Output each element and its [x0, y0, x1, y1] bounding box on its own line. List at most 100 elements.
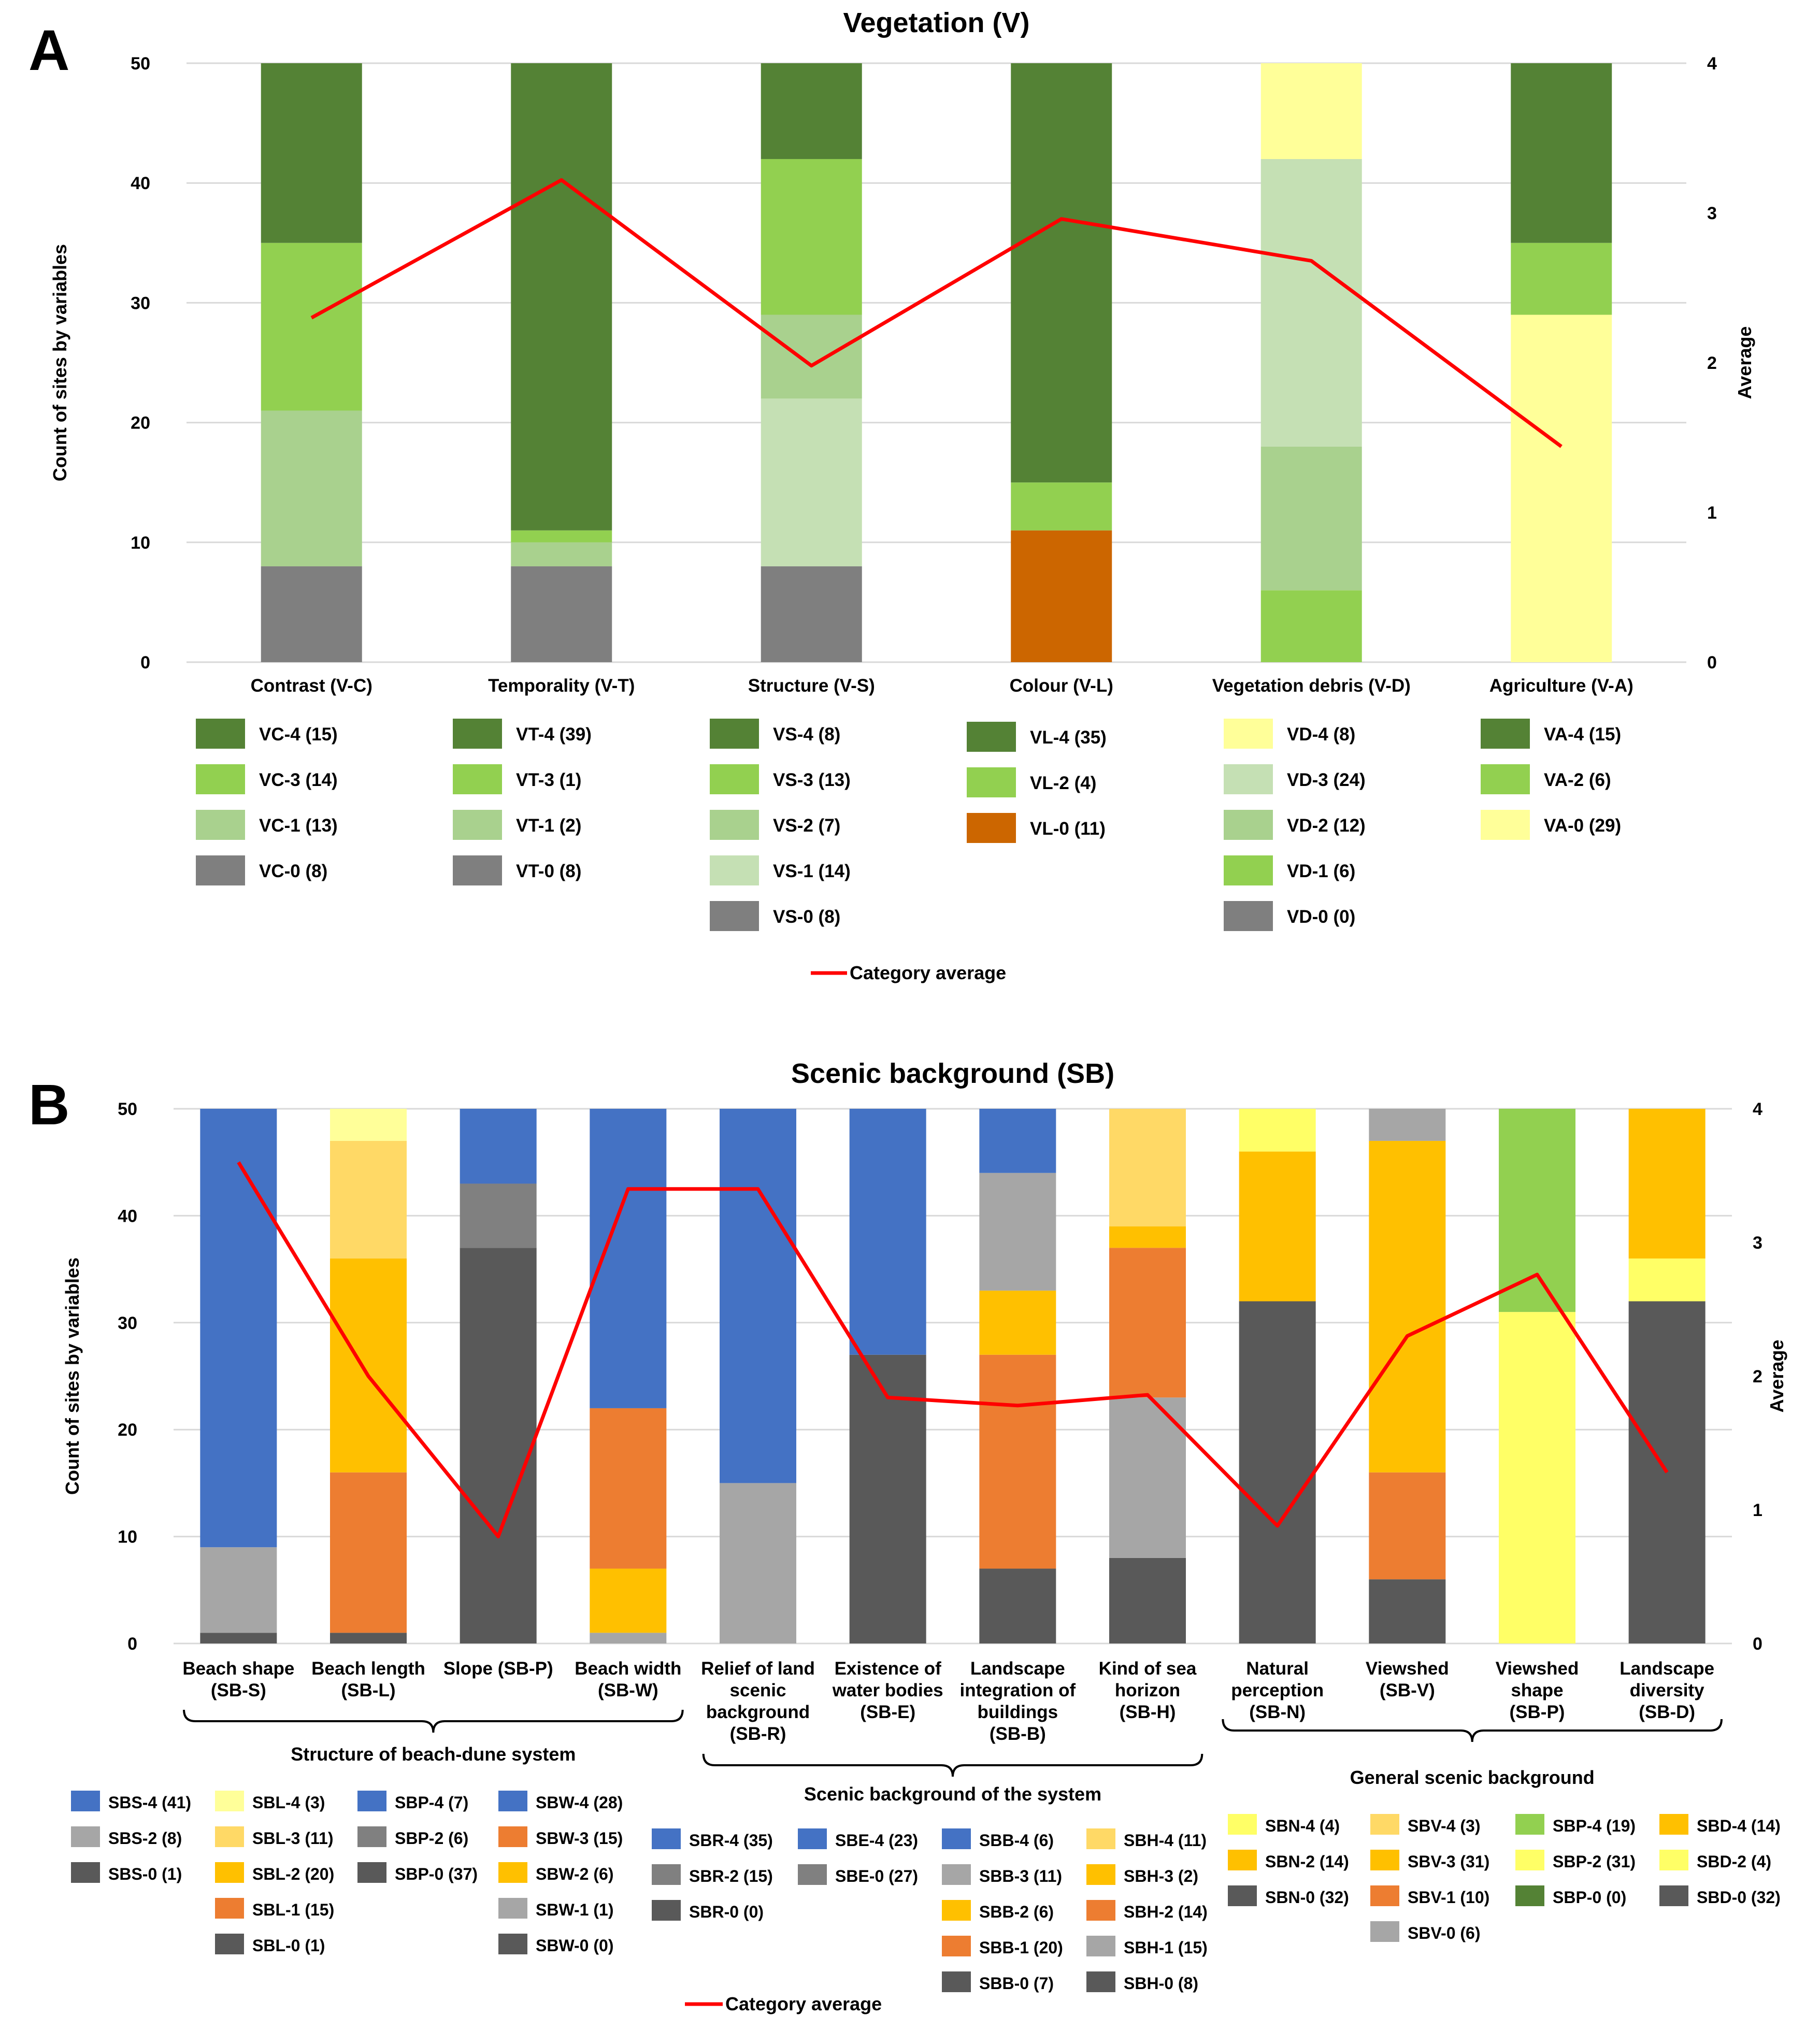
y2-axis-title: Average — [1766, 1340, 1787, 1413]
bar-segment-vd-1 — [1260, 590, 1362, 662]
bar-segment-sbl-1 — [330, 1472, 407, 1633]
bar-segment-sbb-3 — [979, 1173, 1056, 1291]
legend-swatch — [710, 901, 759, 931]
category-label: integration of — [960, 1680, 1076, 1700]
y2-tick-label: 4 — [1753, 1099, 1762, 1119]
legend-label: SBS-0 (1) — [108, 1865, 182, 1883]
bar-segment-vd-4 — [1260, 63, 1362, 159]
legend-swatch — [498, 1791, 527, 1811]
bar-segment-vt-0 — [511, 566, 612, 662]
bar-segment-sbl-4 — [330, 1109, 407, 1141]
legend-label: VC-1 (13) — [259, 816, 338, 836]
chart-title-B: Scenic background (SB) — [791, 1058, 1114, 1089]
bar-segment-va-4 — [1511, 63, 1612, 243]
bar-segment-sbn-0 — [1239, 1301, 1316, 1643]
legend-swatch — [498, 1826, 527, 1847]
category-label: water bodies — [832, 1680, 943, 1700]
legend-swatch — [357, 1862, 386, 1883]
bar-segment-sbp-4 — [460, 1109, 537, 1184]
y-tick-label: 10 — [118, 1527, 137, 1547]
category-label: (SB-R) — [730, 1724, 786, 1744]
bar-segment-vc-3 — [261, 242, 362, 411]
legend-label: SBV-1 (10) — [1408, 1888, 1489, 1907]
legend-label: SBH-0 (8) — [1124, 1974, 1198, 1993]
legend-swatch — [1370, 1850, 1399, 1870]
y-tick-label: 50 — [118, 1099, 137, 1119]
legend-swatch — [453, 764, 502, 794]
bar-segment-sbl-3 — [330, 1140, 407, 1259]
legend-swatch — [71, 1791, 100, 1811]
legend-swatch — [1228, 1850, 1257, 1870]
legend-label: SBL-3 (11) — [252, 1829, 333, 1848]
bar-segment-sbr-4 — [720, 1109, 796, 1483]
bar-segment-sbh-4 — [1109, 1109, 1186, 1227]
legend-label: SBH-1 (15) — [1124, 1938, 1208, 1957]
legend-swatch — [215, 1826, 244, 1847]
y2-axis-title: Average — [1734, 326, 1755, 399]
y2-tick-label: 1 — [1707, 503, 1717, 523]
legend-swatch — [1659, 1850, 1688, 1870]
bar-segment-vt-1 — [511, 542, 612, 567]
legend-label: VC-4 (15) — [259, 724, 338, 745]
legend-label: SBD-2 (4) — [1697, 1852, 1771, 1871]
category-label: (SB-D) — [1639, 1702, 1695, 1722]
group-brace — [702, 1753, 1203, 1777]
legend-label: SBH-3 (2) — [1124, 1867, 1198, 1885]
bar-segment-sbb-1 — [979, 1354, 1056, 1569]
legend-label: VC-0 (8) — [259, 861, 327, 881]
category-label: (SB-H) — [1120, 1702, 1176, 1722]
category-label: Kind of sea — [1099, 1659, 1197, 1679]
bar-segment-sbp-2 — [1499, 1312, 1575, 1643]
legend-swatch — [942, 1971, 971, 1992]
legend-swatch — [1515, 1850, 1544, 1870]
legend-swatch — [942, 1864, 971, 1885]
y-tick-label: 50 — [131, 54, 150, 74]
legend-swatch — [652, 1864, 681, 1885]
legend-swatch — [71, 1862, 100, 1883]
y2-tick-label: 4 — [1707, 54, 1717, 74]
legend-label: SBR-2 (15) — [689, 1867, 773, 1885]
legend-label: SBP-0 (37) — [395, 1865, 478, 1883]
bar-segment-vs-4 — [761, 63, 862, 159]
legend-swatch — [498, 1898, 527, 1919]
y2-tick-label: 2 — [1707, 353, 1717, 373]
legend-label: VD-1 (6) — [1287, 861, 1355, 881]
legend-swatch — [1481, 719, 1530, 749]
legend-label: VA-4 (15) — [1544, 724, 1621, 745]
y-tick-label: 20 — [131, 413, 150, 433]
y-tick-label: 10 — [131, 533, 150, 553]
legend-label: SBW-2 (6) — [536, 1865, 613, 1883]
legend-label: SBP-4 (19) — [1553, 1817, 1636, 1835]
legend-label: SBS-4 (41) — [108, 1793, 191, 1812]
bar-segment-sbn-4 — [1239, 1109, 1316, 1152]
bar-segment-vc-1 — [261, 410, 362, 567]
bar-segment-va-0 — [1511, 314, 1612, 662]
legend-swatch — [1224, 855, 1273, 885]
legend-label: VA-2 (6) — [1544, 770, 1611, 790]
y-tick-label: 30 — [131, 293, 150, 313]
bar-segment-sbd-4 — [1628, 1109, 1706, 1259]
legend-swatch — [453, 855, 502, 885]
category-label: Contrast (V-C) — [251, 676, 372, 696]
legend-label: SBV-4 (3) — [1408, 1817, 1480, 1835]
category-label: Landscape — [1620, 1659, 1714, 1679]
bar-segment-sbs-2 — [200, 1547, 277, 1633]
bar-segment-sbh-1 — [1109, 1397, 1186, 1558]
legend-label: SBW-1 (1) — [536, 1900, 613, 1919]
category-label: Temporality (V-T) — [488, 676, 635, 696]
bar-segment-vl-2 — [1011, 482, 1112, 531]
legend-line-label: Category average — [850, 962, 1006, 983]
legend-swatch — [215, 1898, 244, 1919]
y2-tick-label: 0 — [1707, 653, 1717, 673]
legend-label: SBP-2 (31) — [1553, 1852, 1636, 1871]
legend-swatch — [1659, 1885, 1688, 1906]
legend-swatch — [1515, 1885, 1544, 1906]
legend-label: SBP-2 (6) — [395, 1829, 468, 1848]
legend-label: SBE-0 (27) — [835, 1867, 918, 1885]
bar-segment-sbl-2 — [330, 1258, 407, 1473]
legend-swatch — [215, 1791, 244, 1811]
legend-swatch — [942, 1936, 971, 1956]
panel-label-a: A — [28, 19, 69, 82]
bar-segment-sbw-2 — [590, 1568, 667, 1633]
